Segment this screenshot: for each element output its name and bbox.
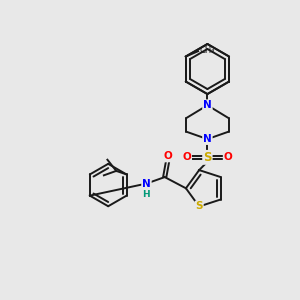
Text: S: S [195,202,203,212]
Text: CH₃: CH₃ [199,46,215,55]
Text: S: S [203,151,212,164]
Text: H: H [142,190,150,199]
Text: N: N [203,134,212,144]
Text: N: N [142,178,151,189]
Text: O: O [224,152,233,162]
Text: O: O [182,152,191,162]
Text: O: O [163,152,172,161]
Text: N: N [203,100,212,110]
